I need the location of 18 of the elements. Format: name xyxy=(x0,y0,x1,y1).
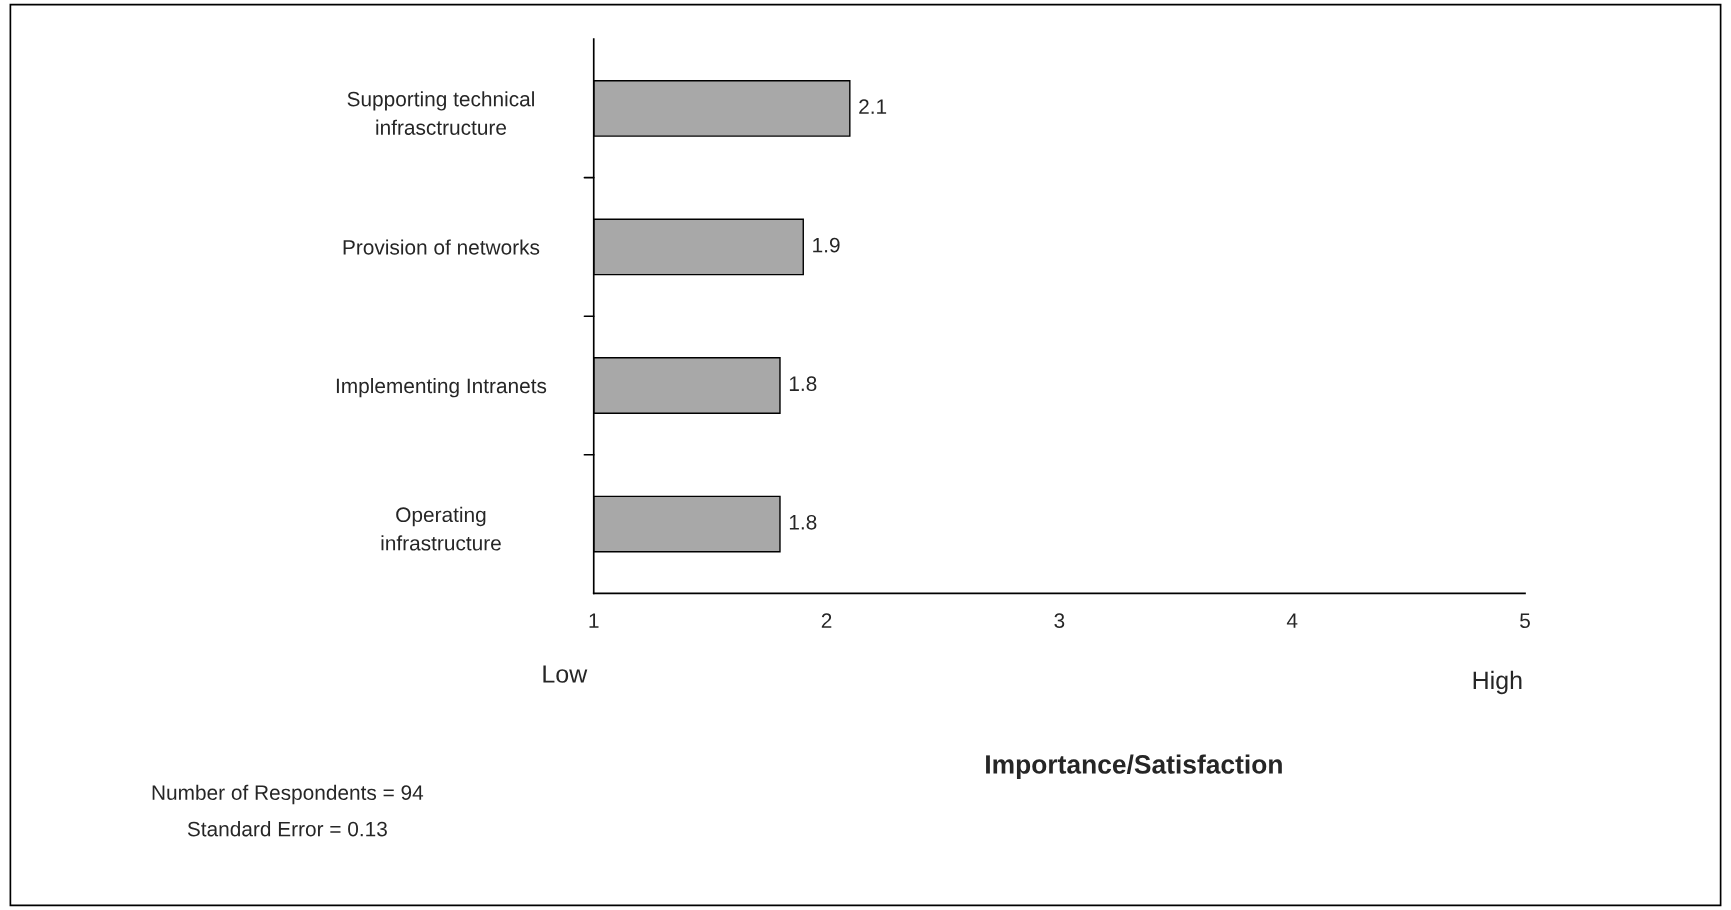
x-axis-title: Importance/Satisfaction xyxy=(986,754,1282,780)
text: Number of Respondents = 94 xyxy=(152,784,424,805)
text: Standard Error = 0.13 xyxy=(187,821,387,837)
text: High xyxy=(1473,670,1522,695)
x-tick-label: 1 xyxy=(589,613,599,628)
y-tick-label: Provision of networks xyxy=(343,239,540,255)
data-label: 1.8 xyxy=(789,376,817,392)
y-tick-label: Supporting technical infrasctructure xyxy=(347,91,534,135)
x-tick-label: 4 xyxy=(1286,613,1298,628)
x-tick-label: 5 xyxy=(1520,613,1530,629)
y-tick-label: Implementing Intranets xyxy=(336,377,547,398)
data-label: 1.8 xyxy=(789,514,817,530)
x-tick-label: 3 xyxy=(1054,613,1065,629)
text: Low xyxy=(543,665,588,683)
data-label: 2.1 xyxy=(859,99,887,114)
x-tick-label: 2 xyxy=(821,613,832,628)
y-tick-label: Operating infrastructure xyxy=(381,506,501,551)
data-label: 1.9 xyxy=(813,237,840,253)
